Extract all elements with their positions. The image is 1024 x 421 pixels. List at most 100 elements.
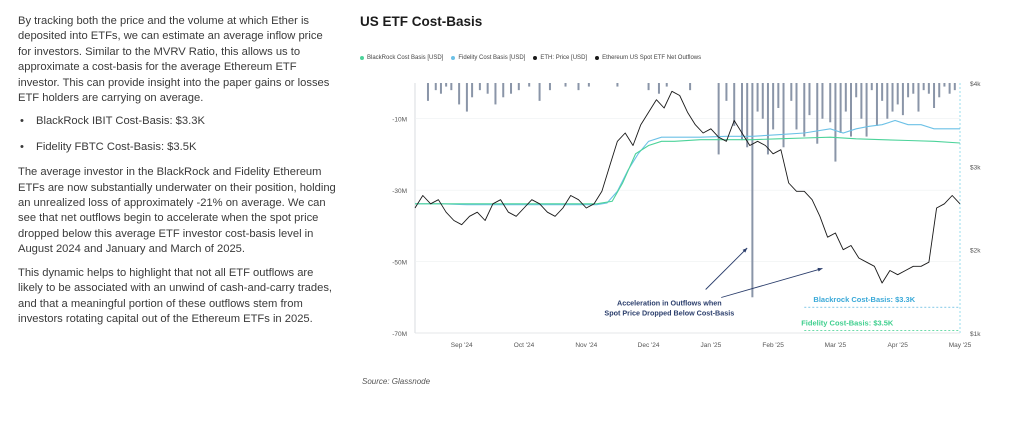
outflow-bar — [891, 83, 894, 112]
annotation-text: Acceleration in Outflows when — [617, 299, 722, 308]
outflow-bar — [782, 83, 785, 148]
outflow-bar — [647, 83, 650, 91]
outflow-bar — [665, 83, 668, 87]
outflow-bar — [860, 83, 863, 119]
cost-basis-list: BlackRock IBIT Cost-Basis: $3.3K Fidelit… — [18, 114, 336, 155]
annotation-arrow-jan — [705, 247, 748, 290]
eth-price-line — [414, 90, 961, 284]
outflow-bar — [434, 83, 437, 91]
left-tick-label: -10M — [392, 117, 407, 124]
right-tick-label: $2k — [970, 248, 981, 255]
right-tick-label: $1k — [970, 331, 981, 338]
x-tick-label: Feb '25 — [762, 342, 784, 349]
outflow-bar — [494, 83, 497, 105]
outflow-bar — [907, 83, 910, 98]
outflow-bar — [689, 83, 692, 91]
chart-source: Source: Glassnode — [362, 377, 431, 386]
outflow-bar — [795, 83, 798, 130]
outflow-bar — [766, 83, 769, 155]
outflow-bar — [912, 83, 915, 94]
outflow-bar — [502, 83, 505, 98]
outflow-bar — [886, 83, 889, 119]
outflow-bar — [875, 83, 878, 126]
chart-legend: BlackRock Cost Basis [USD] Fidelity Cost… — [360, 55, 701, 61]
outflow-bar — [803, 83, 806, 137]
left-tick-label: -50M — [392, 260, 407, 267]
outflow-bar — [808, 83, 811, 116]
outflow-bar — [725, 83, 728, 101]
outflow-bar — [465, 83, 468, 112]
outflow-bar — [865, 83, 868, 137]
legend-swatch-outflows — [595, 56, 600, 60]
outflow-bar — [821, 83, 824, 119]
x-tick-label: May '25 — [949, 342, 972, 349]
outflow-bar — [445, 83, 448, 87]
outflow-bar — [917, 83, 920, 112]
x-tick-label: Sep '24 — [451, 342, 473, 349]
outflow-bar — [751, 83, 754, 298]
left-tick-label: -70M — [392, 331, 407, 338]
outflow-bar — [741, 83, 743, 141]
outflow-bar — [855, 83, 858, 98]
outflow-bar — [881, 83, 884, 101]
right-tick-label: $3k — [970, 164, 981, 171]
legend-item-outflows[interactable]: Ethereum US Spot ETF Net Outflows — [595, 55, 701, 61]
legend-swatch-price — [533, 56, 538, 60]
outflow-bar — [450, 83, 453, 91]
outflow-bar — [829, 83, 832, 123]
outflow-bar — [790, 83, 793, 101]
chart-grid — [414, 83, 961, 334]
chart-lines — [414, 90, 961, 284]
outflow-bar — [478, 83, 481, 91]
outflow-bar — [538, 83, 541, 101]
outflow-bar — [733, 83, 736, 126]
paragraph-intro: By tracking both the price and the volum… — [18, 15, 330, 105]
x-tick-label: Oct '24 — [514, 342, 535, 349]
outflow-bar — [772, 83, 775, 130]
outflow-bar — [548, 83, 551, 91]
outflow-bar — [577, 83, 580, 91]
legend-label-fidelity: Fidelity Cost Basis [USD] — [458, 55, 526, 61]
outflow-bar — [953, 83, 956, 91]
legend-label-price: ETH: Price [USD] — [540, 55, 588, 61]
x-tick-label: Apr '25 — [888, 342, 909, 349]
outflow-bar — [439, 83, 442, 94]
legend-item-blackrock[interactable]: BlackRock Cost Basis [USD] — [360, 55, 443, 61]
outflow-bar — [471, 83, 474, 98]
outflow-bar — [922, 83, 925, 91]
legend-item-fidelity[interactable]: Fidelity Cost Basis [USD] — [451, 55, 525, 61]
outflow-bar — [927, 83, 930, 94]
outflow-bar — [943, 83, 946, 87]
outflow-bar — [564, 83, 567, 87]
left-tick-label: -30M — [392, 188, 407, 195]
legend-label-outflows: Ethereum US Spot ETF Net Outflows — [602, 55, 702, 61]
legend-item-price[interactable]: ETH: Price [USD] — [533, 55, 587, 61]
annotation-arrow-jan-head — [742, 248, 748, 253]
outflow-bar — [761, 83, 764, 119]
outflow-bar — [486, 83, 489, 94]
cost-basis-chart: -10M -30M -50M -70M $4k $3k $2k $1k Sep '24 Oct '… — [392, 81, 981, 349]
outflow-bar — [517, 83, 520, 91]
outflow-bar — [426, 83, 429, 101]
bullet-blackrock: BlackRock IBIT Cost-Basis: $3.3K — [18, 114, 336, 130]
outflow-bar — [528, 83, 531, 87]
outflow-bar — [756, 83, 759, 112]
fidelity-cost-basis-line — [415, 119, 960, 206]
outflow-bar — [839, 83, 842, 133]
outflow-bar — [901, 83, 904, 116]
x-tick-label: Jan '25 — [700, 342, 721, 349]
outflow-bar — [777, 83, 780, 108]
outflow-bar — [948, 83, 951, 94]
outflow-bar — [510, 83, 513, 94]
chart-title: US ETF Cost-Basis — [360, 14, 483, 29]
x-tick-label: Mar '25 — [825, 342, 847, 349]
outflow-bar — [938, 83, 941, 98]
outflow-bar — [746, 83, 749, 148]
article-text: By tracking both the price and the volum… — [18, 14, 336, 335]
fidelity-cost-basis-label: Fidelity Cost-Basis: $3.5K — [801, 319, 894, 328]
outflow-bar — [870, 83, 873, 91]
x-tick-label: Nov '24 — [575, 342, 597, 349]
outflow-bar — [616, 83, 619, 87]
outflow-bar — [933, 83, 936, 108]
